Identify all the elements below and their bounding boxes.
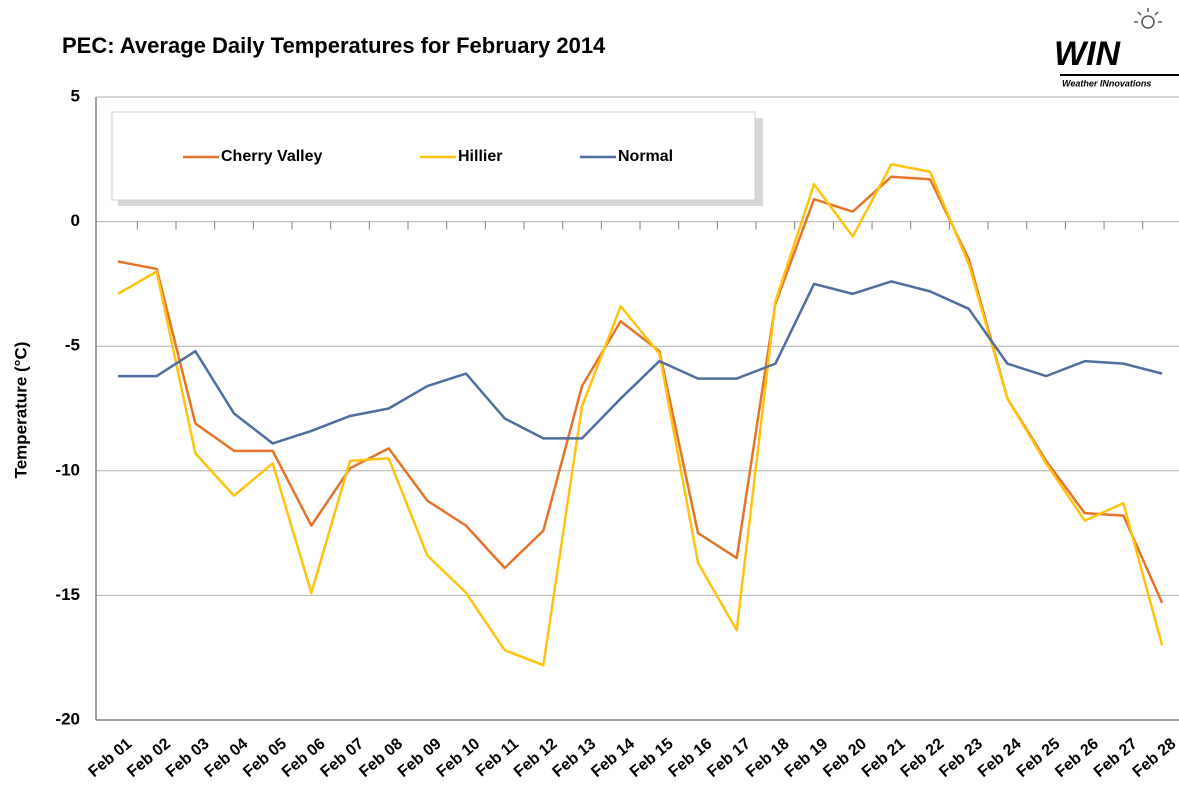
x-tick-label: Feb 03 [163,735,213,781]
legend-label: Normal [618,148,673,165]
x-tick-label: Feb 17 [704,735,754,781]
x-tick-label: Feb 09 [395,735,445,781]
x-tick-label: Feb 07 [318,735,368,781]
x-tick-label: Feb 14 [588,735,638,781]
x-tick-label: Feb 05 [240,735,290,781]
x-tick-label: Feb 27 [1091,735,1141,781]
logo-sun [1134,8,1162,29]
x-tick-label: Feb 13 [550,735,600,781]
x-tick-label: Feb 18 [743,735,793,781]
x-tick-label: Feb 19 [782,735,832,781]
x-tick-label: Feb 26 [1052,735,1102,781]
x-tick-label: Feb 01 [86,735,136,781]
legend-label: Cherry Valley [221,148,323,165]
x-tick-label: Feb 04 [202,735,252,781]
logo-mark: WIN [1054,35,1122,73]
x-tick-label: Feb 02 [124,735,174,781]
x-tick-label: Feb 28 [1130,735,1179,781]
x-tick-label: Feb 10 [434,735,484,781]
legend-label: Hillier [458,148,502,165]
x-tick-label: Feb 23 [936,735,986,781]
y-tick-label: -10 [55,460,80,479]
y-tick-label: -5 [65,336,80,355]
chart-title: PEC: Average Daily Temperatures for Febr… [62,33,606,58]
x-tick-label: Feb 06 [279,735,329,781]
x-tick-label: Feb 12 [511,735,561,781]
series-line [117,163,1164,667]
x-tick-label: Feb 24 [975,735,1025,781]
y-tick-label: -15 [55,585,80,604]
legend: Cherry Valley Hillier Normal [111,111,763,206]
y-tick-label: -20 [55,709,80,728]
y-tick-label: 5 [71,86,80,105]
x-tick-label: Feb 16 [666,735,716,781]
x-tick-label: Feb 20 [820,735,870,781]
x-tick-label: Feb 22 [898,735,948,781]
y-axis-label: Temperature (°C) [11,342,30,479]
logo: WIN Weather INnovations [1054,8,1179,88]
logo-subtitle: Weather INnovations [1062,78,1151,88]
x-tick-label: Feb 25 [1014,735,1064,781]
y-tick-label: 0 [71,211,80,230]
x-tick-label: Feb 15 [627,735,677,781]
series-line [118,280,1163,445]
x-tick-label: Feb 08 [356,735,406,781]
x-tick-label: Feb 21 [859,735,909,781]
